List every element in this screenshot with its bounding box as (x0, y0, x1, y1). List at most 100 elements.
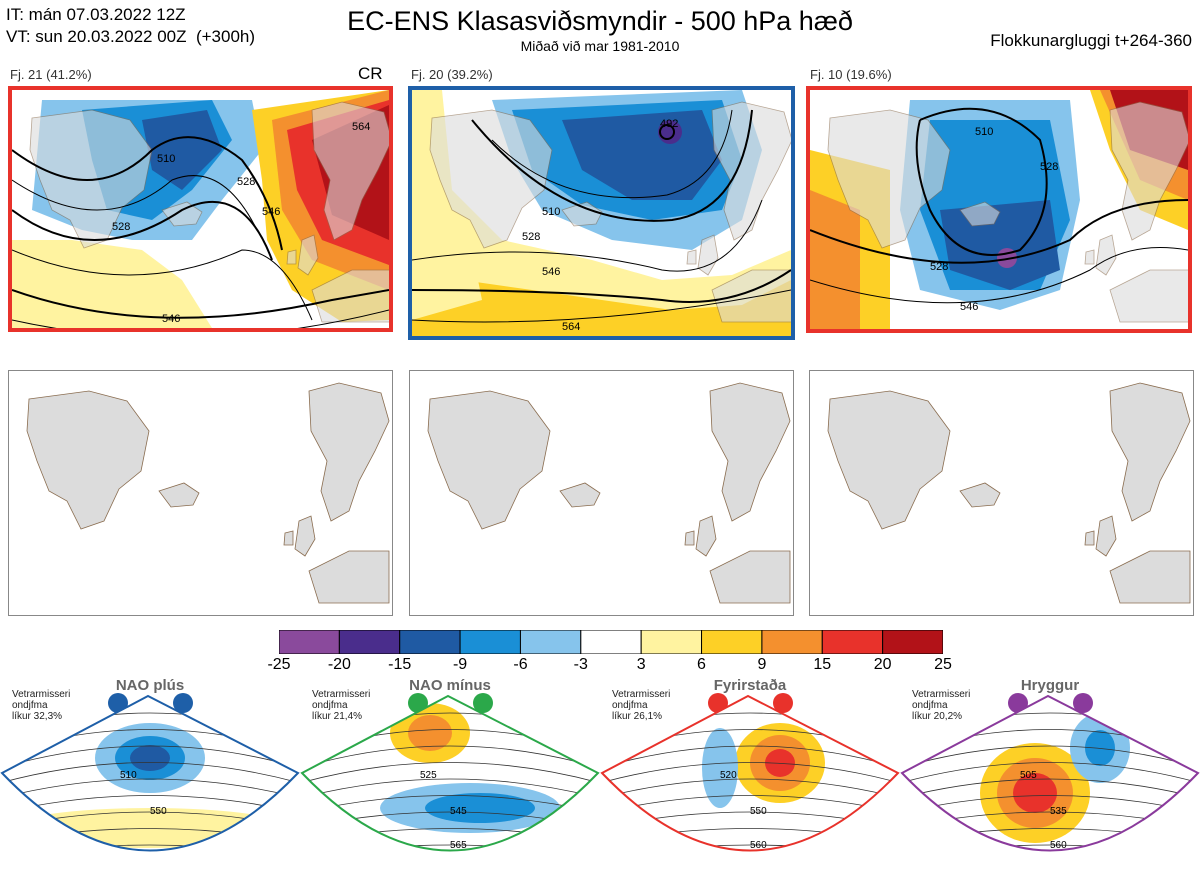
regime-season: Vetrarmisseri (612, 689, 671, 700)
cluster-3-contour-label: 528 (930, 261, 948, 273)
colorbar-swatch (701, 629, 763, 655)
regime-marker-dot (773, 693, 793, 713)
regime-marker-dot (408, 693, 428, 713)
regime-title: Fyrirstaða (713, 677, 787, 694)
regime-contour-label: 565 (450, 840, 467, 851)
empty-map-1 (8, 370, 393, 616)
colorbar-tick-label: 15 (813, 656, 832, 673)
cluster-1-tag: CR (358, 64, 383, 83)
regime-marker-dot (173, 693, 193, 713)
cluster-2-contour-label: 492 (660, 118, 678, 130)
colorbar-tick-label: 25 (934, 656, 952, 673)
regime-contour (602, 745, 898, 769)
colorbar-swatch (338, 629, 401, 655)
regime-anomaly (1013, 773, 1057, 813)
regime-contour (602, 795, 898, 814)
cluster-1-contour-label: 510 (157, 153, 175, 165)
regime-prob: líkur 20,2% (912, 711, 963, 722)
regime-anomaly (1085, 730, 1115, 766)
colorbar-tick-label: 9 (757, 656, 767, 673)
regime-contour (302, 844, 598, 851)
regime-prob: líkur 26,1% (612, 711, 663, 722)
regime-panel: Fyrirstaða Vetrarmisseri ondjfma líkur 26,1… (600, 678, 900, 871)
cluster-2-contour-label: 510 (542, 206, 560, 218)
cluster-1-map: 510 528 528 546 564 546 (8, 86, 393, 332)
regime-contour-label: 550 (750, 806, 767, 817)
regime-contour-label: 520 (720, 770, 737, 781)
regime-season: Vetrarmisseri (12, 689, 71, 700)
regime-season: Vetrarmisseri (912, 689, 971, 700)
regime-marker-dot (708, 693, 728, 713)
colorbar-tick-label: 3 (636, 656, 646, 673)
regime-frame (300, 694, 600, 852)
cluster-3-map: 510 528 528 546 (806, 86, 1192, 333)
regime-contour (902, 762, 1198, 784)
colorbar-tick-label: -9 (452, 656, 468, 673)
regime-contour (2, 844, 298, 851)
regime-mean: ondjfma (912, 700, 948, 711)
regime-map: 525 545 565 (300, 693, 600, 852)
regime-map: 505 535 560 (900, 693, 1200, 852)
colorbar-swatch (519, 629, 582, 655)
colorbar-labels: -25 -20 -15 -9 -6 -3 3 6 9 15 20 25 (259, 656, 963, 676)
cluster-3-contour-label: 510 (975, 126, 993, 138)
init-time: IT: mán 07.03.2022 12Z (6, 5, 186, 24)
regime-contour (302, 778, 598, 799)
cluster-3-contour-label: 528 (1040, 161, 1058, 173)
regime-anomaly (702, 728, 738, 808)
colorbar-tick-label: -6 (513, 656, 528, 673)
colorbar-tick-label: -25 (267, 656, 291, 673)
cluster-3-label: Fj. 10 (19.6%) (810, 67, 892, 82)
colorbar-tick-label: 20 (873, 656, 892, 673)
regime-marker-dot (473, 693, 493, 713)
cluster-2-contour-label: 528 (522, 231, 540, 243)
regime-contour (602, 762, 898, 784)
colorbar-swatch (882, 629, 944, 655)
regime-mean: ondjfma (612, 700, 648, 711)
regime-mean: ondjfma (12, 700, 48, 711)
regime-contour-label: 505 (1020, 770, 1037, 781)
regime-contour-label: 560 (750, 840, 767, 851)
regime-panel: NAO mínus Vetrarmisseri ondjfma líkur 21,4%… (300, 678, 600, 871)
colorbar-swatch (640, 629, 703, 655)
regime-contour-label: 510 (120, 770, 137, 781)
regime-title: NAO plús (115, 677, 185, 694)
regime-contour (2, 762, 298, 784)
regime-contour-label: 550 (150, 806, 167, 817)
cluster-1-label: Fj. 21 (41.2%) (10, 67, 92, 82)
weather-regimes: NAO plús Vetrarmisseri ondjfma líkur 32,3% 5… (0, 678, 1200, 871)
regime-contour (2, 778, 298, 799)
regime-panel: Hryggur Vetrarmisseri ondjfma líkur 20,2% 50… (900, 678, 1200, 871)
colorbar-swatch (821, 629, 884, 655)
regime-frame (0, 694, 300, 852)
regime-contour (302, 745, 598, 769)
regime-marker-dot (1073, 693, 1093, 713)
cluster-2-label: Fj. 20 (39.2%) (411, 67, 493, 82)
regime-frame (900, 694, 1200, 852)
regime-anomaly (130, 745, 170, 771)
regime-contour (602, 844, 898, 851)
regime-season: Vetrarmisseri (312, 689, 371, 700)
regime-panel: NAO plús Vetrarmisseri ondjfma líkur 32,3% 5… (0, 678, 300, 871)
regime-marker-dot (1008, 693, 1028, 713)
regime-anomaly (408, 715, 452, 751)
regime-contour-label: 560 (1050, 840, 1067, 851)
regime-map: 510 550 (0, 693, 300, 852)
cluster-1-contour-label: 546 (162, 313, 180, 325)
regime-contour (902, 844, 1198, 851)
regime-mean: ondjfma (312, 700, 348, 711)
regime-contour-label: 525 (420, 770, 437, 781)
empty-map-3 (809, 370, 1194, 616)
cluster-2-map: 492 510 528 546 564 (408, 86, 795, 340)
cluster-1-contour-label: 528 (112, 221, 130, 233)
colorbar-tick-label: -15 (388, 656, 412, 673)
regime-title: Hryggur (1020, 677, 1080, 694)
colorbar-swatch (278, 629, 340, 655)
regime-prob: líkur 32,3% (12, 711, 63, 722)
cluster-3-contour-label: 546 (960, 301, 978, 313)
regime-contour (902, 778, 1198, 799)
empty-map-2 (409, 370, 794, 616)
colorbar-tick-label: 6 (697, 656, 706, 673)
regime-anomaly (425, 793, 535, 823)
cluster-2-contour-label: 546 (542, 266, 560, 278)
